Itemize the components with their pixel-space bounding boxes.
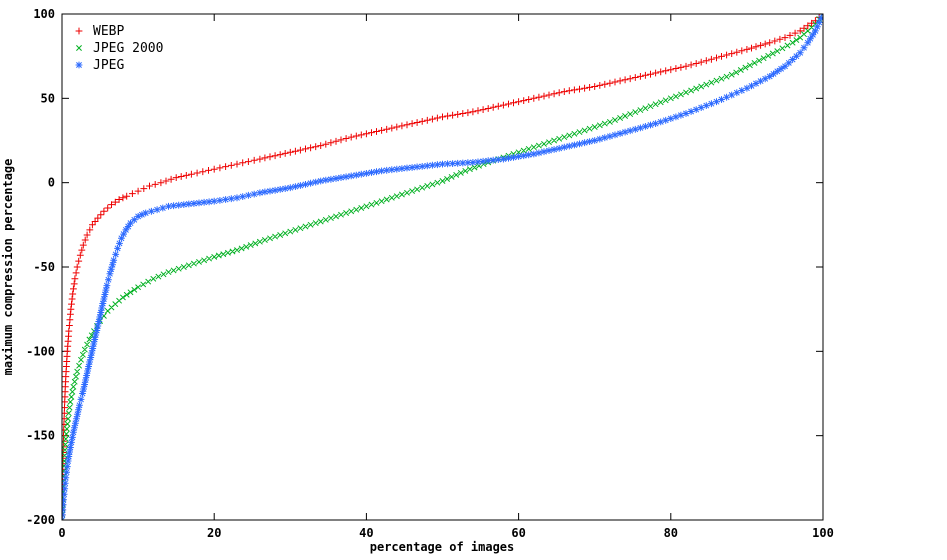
y-tick-label: -50: [33, 260, 55, 274]
y-tick-label: 50: [41, 91, 55, 105]
legend-item-jpeg-2000: JPEG 2000: [76, 41, 163, 56]
y-tick-label: -100: [26, 344, 55, 358]
legend-label: JPEG 2000: [93, 41, 163, 56]
x-tick-label: 60: [511, 526, 525, 540]
x-tick-label: 40: [359, 526, 373, 540]
cross-marker-icon: [76, 45, 82, 51]
y-tick-label: 0: [48, 176, 55, 190]
x-tick-label: 0: [58, 526, 65, 540]
plus-marker-icon: [75, 27, 83, 35]
legend-label: WEBP: [93, 24, 124, 39]
series-jpeg: [62, 14, 823, 520]
asterisk-marker-icon: [75, 61, 83, 69]
axis-ticks: 0 20 40 60 80 100 100 50 0 -50 -100 -150 -200: [26, 7, 834, 540]
y-tick-label: -200: [26, 513, 55, 527]
legend-item-webp: WEBP: [75, 24, 124, 39]
y-tick-label: -150: [26, 429, 55, 443]
legend: WEBP JPEG 2000 JPEG: [75, 24, 163, 73]
legend-label: JPEG: [93, 58, 124, 73]
y-tick-label: 100: [33, 7, 55, 21]
plot-border: [61, 13, 824, 521]
x-tick-label: 20: [207, 526, 221, 540]
x-axis-title: percentage of images: [370, 540, 515, 554]
series-jpeg-2000: [62, 14, 823, 520]
series-webp: [62, 14, 823, 520]
y-axis-title: maximum compression percentage: [1, 159, 15, 376]
series-markers: [62, 14, 823, 520]
x-tick-label: 100: [812, 526, 834, 540]
x-tick-label: 80: [664, 526, 678, 540]
legend-item-jpeg: JPEG: [75, 58, 124, 73]
